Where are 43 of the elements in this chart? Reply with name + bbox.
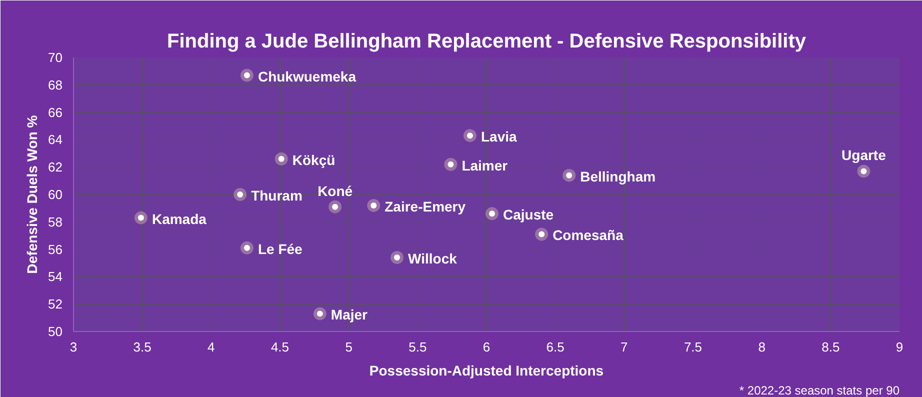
y-tick-label: 58 <box>48 214 63 230</box>
x-tick-label: 8 <box>758 340 766 354</box>
x-tick-label: 3.5 <box>133 340 152 354</box>
annotation: Willock <box>408 250 458 267</box>
annotation: Thuram <box>251 188 302 204</box>
x-tick-label: 5 <box>345 340 352 354</box>
annotation: Laimer <box>462 157 508 174</box>
x-tick-label: 9 <box>896 340 904 354</box>
annotation: Comesaña <box>552 227 624 244</box>
annotation: Lavia <box>480 128 517 145</box>
x-tick-label: 3 <box>70 340 78 354</box>
annotation: Le Fée <box>258 240 303 257</box>
x-tick-label: 4 <box>208 340 215 354</box>
annotation: Koné <box>318 182 353 199</box>
x-tick-label: 6 <box>482 340 490 354</box>
y-tick-label: 62 <box>48 160 63 175</box>
y-tick-label: 60 <box>48 187 63 202</box>
text: * 2022-23 season stats per 90 <box>739 384 900 397</box>
x-tick-label: 5.5 <box>408 340 427 354</box>
y-tick-label: 68 <box>48 77 63 92</box>
y-tick-label: 54 <box>48 269 63 284</box>
y-tick-label: 56 <box>48 242 63 257</box>
annotation: Kamada <box>152 210 207 227</box>
chart-title: Finding a Jude Bellingham Replacement - Defensive Responsibility <box>166 30 807 52</box>
annotation: Bellingham <box>580 168 656 184</box>
x-tick-label: 7.5 <box>684 340 702 354</box>
y-tick-label: 64 <box>48 132 63 148</box>
y-tick-label: 52 <box>48 296 63 312</box>
x-tick-label: 8.5 <box>822 340 840 354</box>
x-tick-label: 4.5 <box>270 340 290 354</box>
annotation: Zaire-Emery <box>384 198 466 214</box>
annotation: Cajuste <box>503 206 554 223</box>
annotation: Kökçü <box>292 152 336 168</box>
y-tick-label: 70 <box>48 50 63 65</box>
annotation: Chukwuemeka <box>258 68 356 84</box>
y-tick-label: 66 <box>48 104 63 120</box>
x-axis-title: Possession-Adjusted Interceptions <box>369 362 604 378</box>
y-axis-title: Defensive Duels Won % <box>24 114 40 274</box>
y-tick-label: 50 <box>48 324 63 339</box>
x-tick-label: 7 <box>620 340 628 354</box>
annotation: Ugarte <box>842 147 886 164</box>
x-tick-label: 6.5 <box>546 340 564 354</box>
annotation: Majer <box>330 306 368 323</box>
